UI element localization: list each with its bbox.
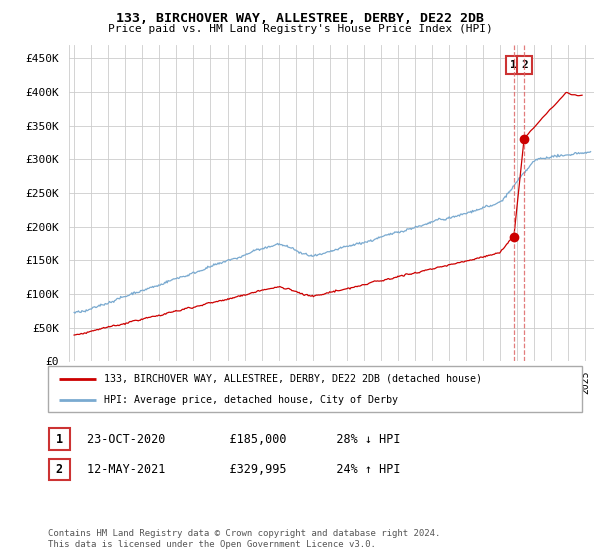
Text: 1: 1: [56, 432, 63, 446]
Text: Contains HM Land Registry data © Crown copyright and database right 2024.
This d: Contains HM Land Registry data © Crown c…: [48, 529, 440, 549]
Text: 2: 2: [56, 463, 63, 477]
Text: Price paid vs. HM Land Registry's House Price Index (HPI): Price paid vs. HM Land Registry's House …: [107, 24, 493, 34]
Text: 23-OCT-2020         £185,000       28% ↓ HPI: 23-OCT-2020 £185,000 28% ↓ HPI: [87, 432, 401, 446]
Text: 1: 1: [509, 60, 517, 70]
Text: HPI: Average price, detached house, City of Derby: HPI: Average price, detached house, City…: [104, 395, 398, 405]
Text: 133, BIRCHOVER WAY, ALLESTREE, DERBY, DE22 2DB (detached house): 133, BIRCHOVER WAY, ALLESTREE, DERBY, DE…: [104, 374, 482, 384]
Text: 12-MAY-2021         £329,995       24% ↑ HPI: 12-MAY-2021 £329,995 24% ↑ HPI: [87, 463, 401, 477]
Text: 133, BIRCHOVER WAY, ALLESTREE, DERBY, DE22 2DB: 133, BIRCHOVER WAY, ALLESTREE, DERBY, DE…: [116, 12, 484, 25]
Text: 2: 2: [521, 60, 528, 70]
